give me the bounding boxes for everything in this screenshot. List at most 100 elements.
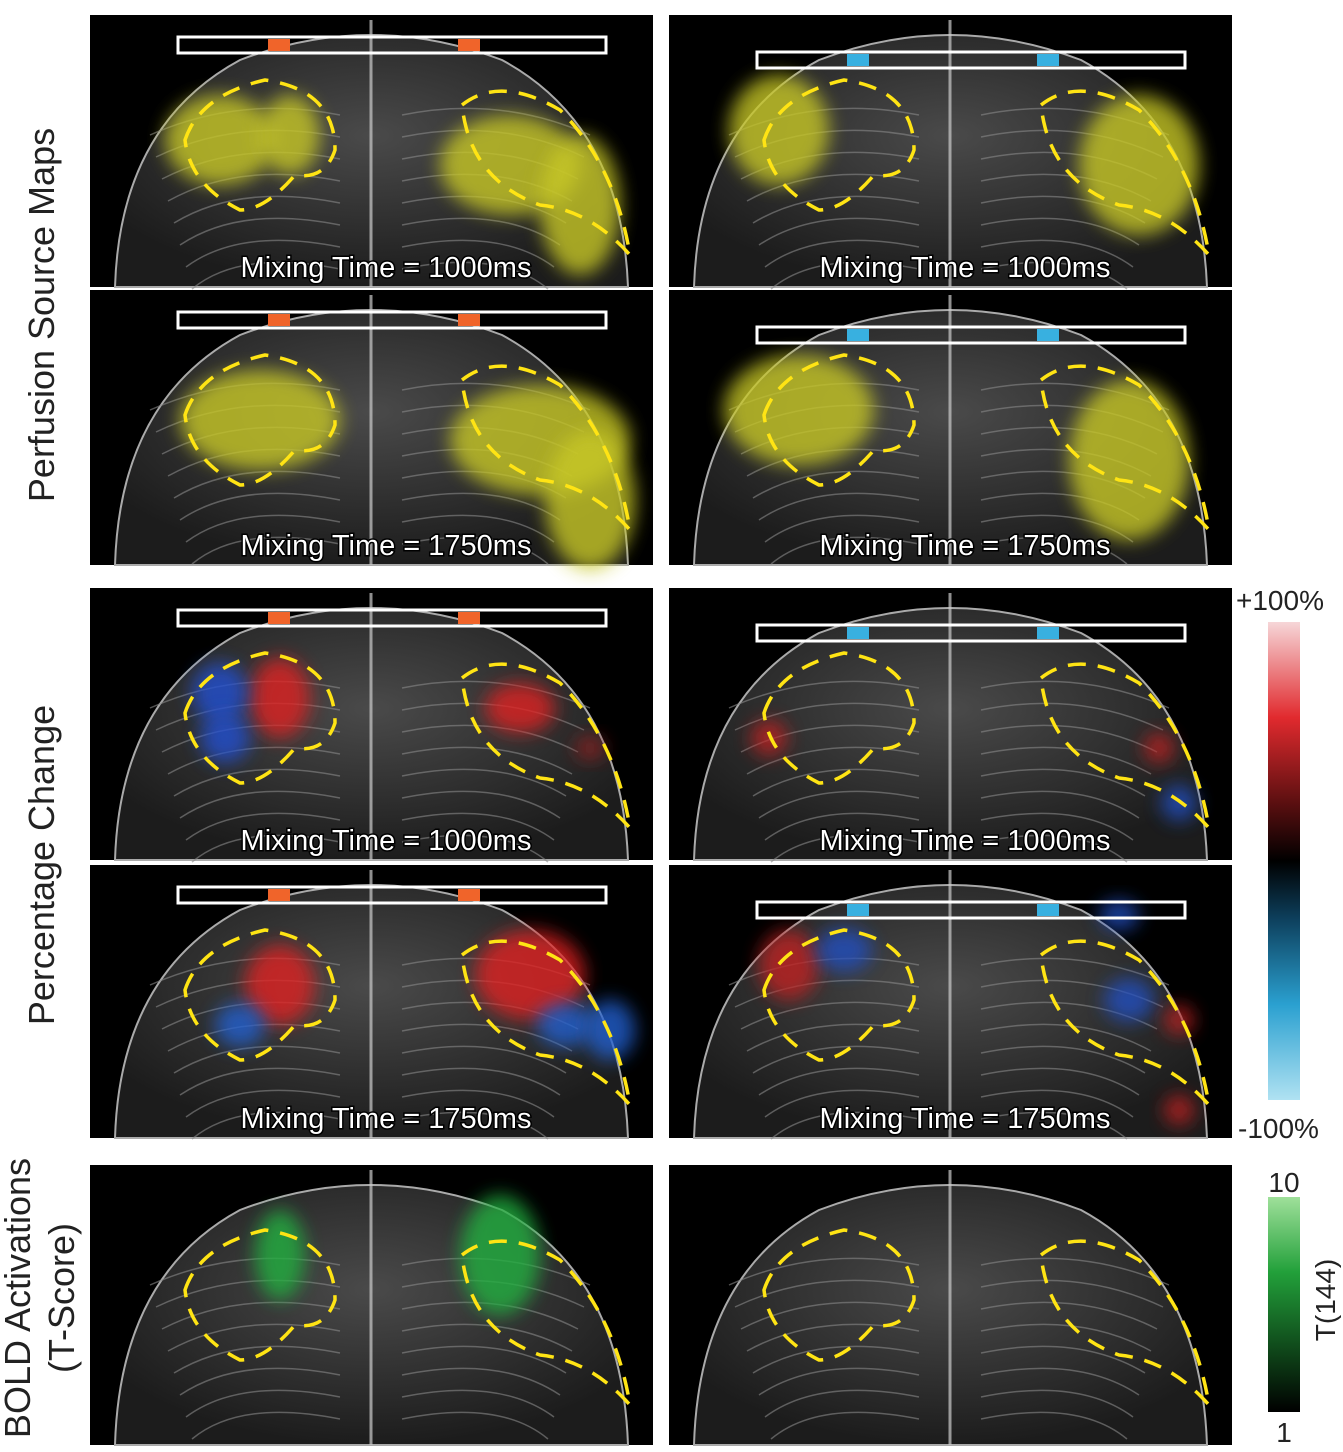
- vessel: [734, 1279, 1164, 1308]
- stimulus-bar: [755, 900, 1187, 920]
- colorbar-label: 1: [1276, 1417, 1292, 1448]
- vessel: [764, 1089, 1134, 1118]
- roi-outline: [183, 928, 337, 1062]
- roi-outline: [460, 364, 633, 536]
- image-panel: Mixing Time = 1750ms: [90, 865, 653, 1140]
- overlay-blob: [751, 720, 787, 756]
- overlay-blob: [1069, 380, 1189, 540]
- vessel: [191, 536, 549, 565]
- image-panel: [669, 1165, 1232, 1446]
- vessel: [185, 514, 555, 543]
- vessel: [173, 1345, 567, 1374]
- vessel: [179, 790, 561, 819]
- stimulus-bar: [176, 608, 608, 628]
- stimulus-bar: [176, 885, 608, 905]
- roi-outline: [1039, 364, 1212, 536]
- vessel: [185, 1389, 555, 1418]
- overlay-blob: [260, 95, 320, 175]
- overlay-blob: [729, 75, 829, 185]
- vessel: [758, 790, 1140, 819]
- vessel: [728, 1257, 1170, 1286]
- panel-caption: Mixing Time = 1000ms: [820, 252, 1111, 284]
- overlay-blob: [816, 928, 872, 972]
- stimulus-marker: [458, 314, 480, 326]
- vessel: [191, 834, 549, 863]
- vessel: [179, 1367, 561, 1396]
- vessel: [770, 536, 1128, 565]
- overlay-blob: [1161, 785, 1197, 821]
- panels: Mixing Time = 1000ms Mixing Time = 1000ms…: [90, 15, 1232, 1446]
- image-panel: Mixing Time = 1750ms: [90, 290, 653, 570]
- stimulus-marker: [268, 612, 290, 624]
- overlay-blob: [585, 1000, 635, 1060]
- vessel: [179, 1067, 561, 1096]
- roi-outline: [762, 1228, 916, 1362]
- panel-caption: Mixing Time = 1750ms: [241, 530, 532, 562]
- vessel: [191, 1411, 549, 1440]
- vessel: [728, 680, 1170, 709]
- overlay-blob: [575, 736, 605, 760]
- row-label: (T-Score): [41, 1223, 82, 1373]
- panel-caption: Mixing Time = 1750ms: [241, 1103, 532, 1135]
- overlay-blob: [250, 658, 310, 738]
- image-panel: Mixing Time = 1750ms: [669, 290, 1232, 566]
- stimulus-bar: [755, 50, 1187, 70]
- roi-outline: [460, 939, 633, 1111]
- overlay-blob: [1099, 900, 1139, 930]
- colorbar-label: -100%: [1238, 1113, 1319, 1144]
- row-label: BOLD Activations: [0, 1158, 38, 1438]
- image-panel: [90, 1165, 653, 1446]
- roi-outline: [460, 1239, 633, 1411]
- vessel: [191, 261, 549, 290]
- stimulus-bar: [176, 35, 608, 55]
- stimulus-marker: [847, 904, 869, 916]
- vessel: [191, 1111, 549, 1140]
- vessel: [758, 1367, 1140, 1396]
- stimulus-marker: [1037, 627, 1059, 639]
- image-panel: Mixing Time = 1000ms: [669, 588, 1232, 863]
- panel-caption: Mixing Time = 1750ms: [820, 530, 1111, 562]
- panel-caption: Mixing Time = 1000ms: [241, 252, 532, 284]
- roi-outline: [460, 662, 633, 834]
- vessel: [185, 239, 555, 268]
- stimulus-marker: [847, 54, 869, 66]
- panel-caption: Mixing Time = 1000ms: [820, 825, 1111, 857]
- vessel: [764, 1389, 1134, 1418]
- vessel: [185, 1089, 555, 1118]
- roi-outline: [762, 651, 916, 785]
- overlay-blob: [460, 1195, 540, 1315]
- vessel: [740, 1301, 1158, 1330]
- overlay-blob: [245, 945, 315, 1025]
- roi-outline: [1039, 939, 1212, 1111]
- overlay-blob: [537, 1003, 593, 1047]
- overlay-blob: [255, 1210, 305, 1300]
- vessel: [770, 261, 1128, 290]
- stimulus-marker: [1037, 329, 1059, 341]
- stimulus-marker: [847, 329, 869, 341]
- overlay-blob: [1104, 978, 1154, 1022]
- overlay-blob: [545, 430, 635, 570]
- colorbar: [1268, 622, 1300, 1100]
- stimulus-marker: [268, 39, 290, 51]
- colorbar-title: T(144): [1310, 1259, 1341, 1341]
- overlay-blob: [485, 683, 555, 733]
- stimulus-bar: [755, 325, 1187, 345]
- roi-outline: [762, 928, 916, 1062]
- roi-outline: [762, 353, 916, 487]
- vessel: [752, 1045, 1146, 1074]
- vessel: [185, 812, 555, 841]
- stimulus-marker: [847, 627, 869, 639]
- overlay-blob: [1164, 1095, 1194, 1125]
- roi-outline: [762, 78, 916, 212]
- panel-caption: Mixing Time = 1000ms: [241, 825, 532, 857]
- vessel: [173, 1045, 567, 1074]
- overlay-blob: [1144, 733, 1174, 763]
- image-panel: Mixing Time = 1000ms: [669, 15, 1232, 290]
- vessel: [770, 1411, 1128, 1440]
- vessel: [173, 768, 567, 797]
- colorbar: [1268, 1197, 1300, 1412]
- image-panel: Mixing Time = 1000ms: [90, 15, 653, 290]
- roi-outline: [460, 89, 633, 261]
- vessel: [764, 239, 1134, 268]
